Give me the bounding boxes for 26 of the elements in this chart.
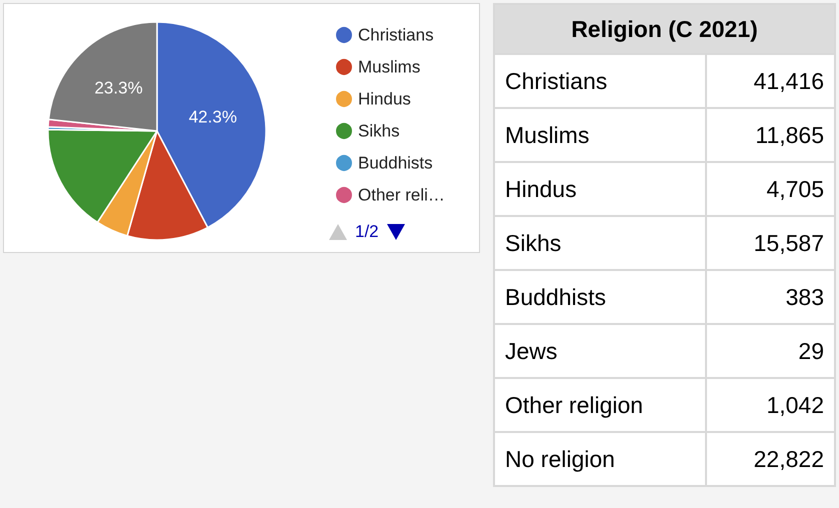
category-label: Sikhs [494, 216, 706, 270]
legend-label: Sikhs [358, 122, 400, 140]
data-label: 11,865 [706, 108, 835, 162]
data-label: 15,587 [706, 216, 835, 270]
category-label: Hindus [494, 162, 706, 216]
data-label: 41,416 [706, 54, 835, 108]
data-label: 23.3% [94, 78, 143, 98]
category-label: No religion [494, 432, 706, 486]
category-label: Jews [494, 324, 706, 378]
legend-label: Muslims [358, 58, 420, 76]
category-label: Buddhists [494, 270, 706, 324]
data-label: 22,822 [706, 432, 835, 486]
data-label: 4,705 [706, 162, 835, 216]
text: 1/2 [355, 222, 379, 242]
data-label: 42.3% [188, 108, 237, 127]
category-label: Muslims [494, 108, 706, 162]
legend-label: Buddhists [358, 154, 433, 172]
legend-label: Hindus [358, 90, 411, 108]
category-label: Christians [494, 54, 706, 108]
data-label: 383 [706, 270, 835, 324]
data-label: 29 [706, 324, 835, 378]
data-label: 1,042 [706, 378, 835, 432]
legend-label: Christians [358, 26, 434, 44]
text: Religion (C 2021) [494, 4, 835, 54]
legend-label: Other reli… [358, 186, 445, 204]
category-label: Other religion [494, 378, 706, 432]
